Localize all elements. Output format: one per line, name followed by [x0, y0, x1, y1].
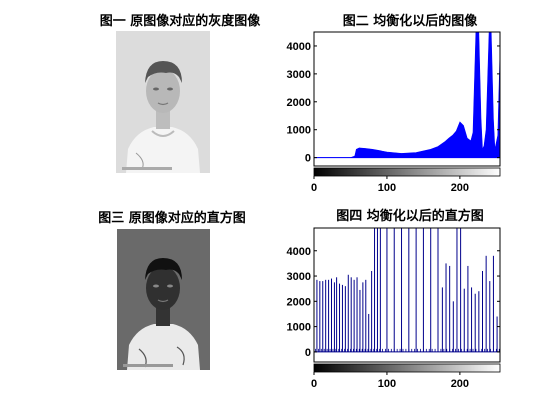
title-equalized-hist: 图四 均衡化以后的直方图	[336, 209, 484, 224]
y-tick-label: 1000	[287, 125, 311, 137]
equalized-histogram-chart: 0 1000 2000 3000 4000 0 100 200	[287, 227, 501, 390]
y-tick-label: 2000	[287, 296, 311, 308]
y-tick-label: 4000	[287, 246, 311, 258]
y-tick-label: 0	[305, 347, 311, 359]
x-tick-label: 100	[378, 182, 396, 194]
y-tick-label: 4000	[287, 41, 311, 53]
title-original-gray: 图一 原图像对应的灰度图像	[99, 14, 261, 29]
x-tick-label: 0	[311, 378, 317, 390]
histogram-area	[313, 31, 501, 158]
y-tick-label: 3000	[287, 271, 311, 283]
axes-box	[313, 227, 501, 363]
x-tick-label: 200	[451, 378, 469, 390]
equalized-image-histogram: 0 1000 2000 3000 4000 0 100 200	[287, 31, 501, 194]
original-portrait-image	[117, 229, 210, 370]
title-equalized-image-hist: 图二 均衡化以后的图像	[342, 14, 478, 29]
grayscale-portrait-image	[116, 31, 210, 173]
title-original-hist: 图三 原图像对应的直方图	[98, 211, 246, 226]
grayscale-colorbar	[313, 167, 501, 177]
x-tick-label: 200	[451, 182, 469, 194]
y-tick-label: 0	[305, 153, 311, 165]
y-tick-label: 3000	[287, 69, 311, 81]
y-tick-label: 1000	[287, 322, 311, 334]
y-tick-label: 2000	[287, 97, 311, 109]
x-tick-label: 0	[311, 182, 317, 194]
grayscale-colorbar	[313, 363, 501, 373]
axes-box	[313, 31, 501, 167]
x-tick-label: 100	[378, 378, 396, 390]
